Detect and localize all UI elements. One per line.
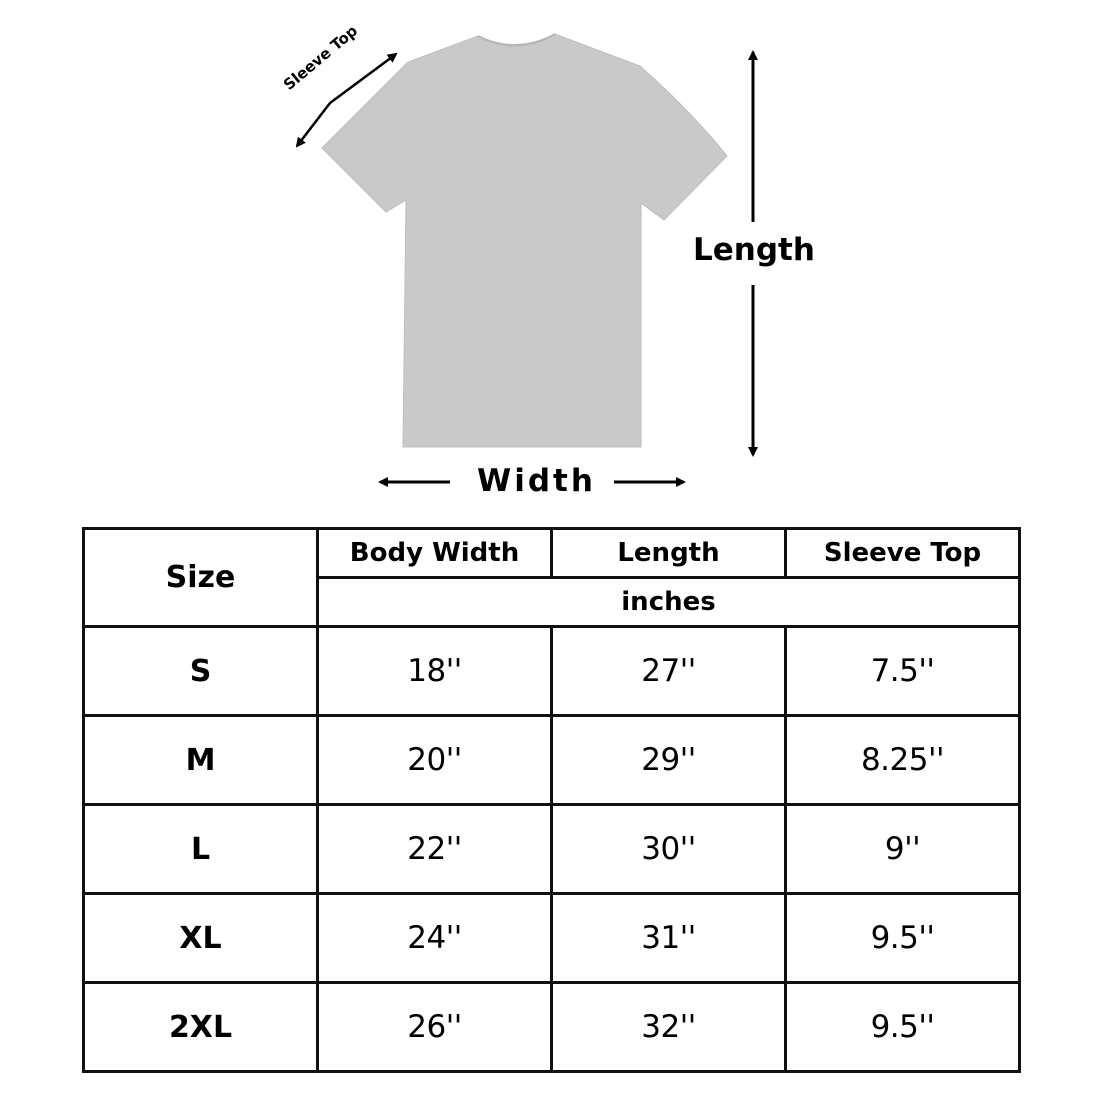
width-label: Width: [477, 463, 596, 499]
sleeve-top-cell: 9.5'': [784, 892, 1021, 984]
size-cell: L: [82, 803, 319, 895]
size-cell: 2XL: [82, 981, 319, 1073]
length-label: Length: [693, 232, 815, 268]
garment-diagram: [295, 33, 758, 487]
length-cell: 31'': [550, 892, 787, 984]
column-header-sleeve-top: Sleeve Top: [784, 527, 1021, 579]
sleeve-top-cell: 8.25'': [784, 714, 1021, 806]
body-width-cell: 20'': [316, 714, 553, 806]
length-cell: 27'': [550, 625, 787, 717]
body-width-cell: 26'': [316, 981, 553, 1073]
size-cell: M: [82, 714, 319, 806]
sleeve-top-cell: 7.5'': [784, 625, 1021, 717]
table-row: 2XL 26'' 32'' 9.5'': [82, 981, 1021, 1073]
sleeve-top-cell: 9'': [784, 803, 1021, 895]
table-row: XL 24'' 31'' 9.5'': [82, 892, 1021, 984]
table-row: L 22'' 30'' 9'': [82, 803, 1021, 895]
length-cell: 30'': [550, 803, 787, 895]
body-width-cell: 24'': [316, 892, 553, 984]
sleeve-top-cell: 9.5'': [784, 981, 1021, 1073]
unit-label: inches: [316, 576, 1021, 628]
length-cell: 32'': [550, 981, 787, 1073]
length-cell: 29'': [550, 714, 787, 806]
tshirt-image: [321, 33, 728, 448]
body-width-cell: 22'': [316, 803, 553, 895]
size-cell: S: [82, 625, 319, 717]
table-row: S 18'' 27'' 7.5'': [82, 625, 1021, 717]
tshirt-collar: [477, 33, 556, 47]
size-chart-table: Size Body Width Length Sleeve Top inches…: [82, 527, 1021, 1073]
sleeve-arrow: [329, 52, 398, 105]
table-row: M 20'' 29'' 8.25'': [82, 714, 1021, 806]
size-header: Size: [82, 527, 319, 628]
body-width-cell: 18'': [316, 625, 553, 717]
column-header-length: Length: [550, 527, 787, 579]
column-header-body-width: Body Width: [316, 527, 553, 579]
sleeve-arrow: [295, 102, 331, 148]
size-cell: XL: [82, 892, 319, 984]
